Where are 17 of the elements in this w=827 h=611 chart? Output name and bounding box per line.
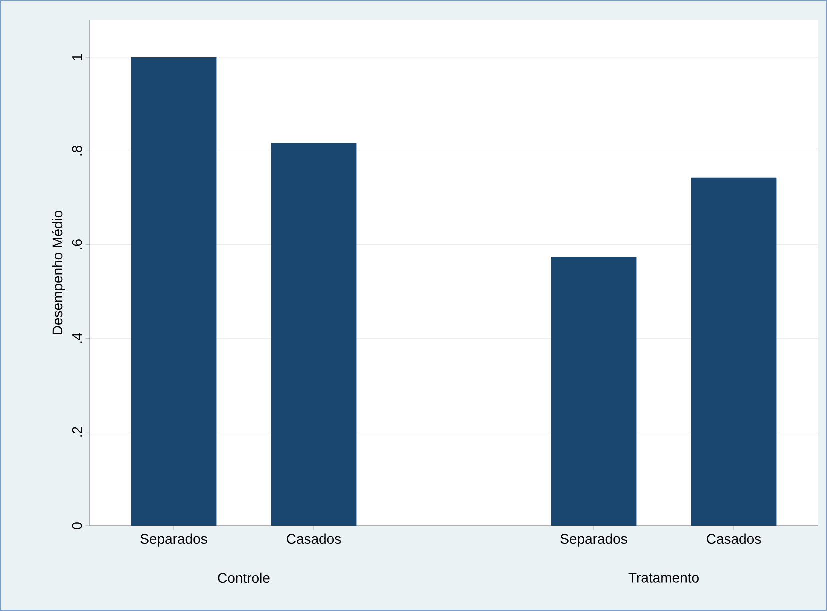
y-tick-label: .8 xyxy=(72,146,82,156)
y-tick-label: 0 xyxy=(72,522,82,530)
text: Tratamento xyxy=(628,573,699,583)
x-tick-label: Casados xyxy=(707,534,762,544)
x-tick-label: Casados xyxy=(287,534,342,544)
bar xyxy=(551,257,637,526)
bar xyxy=(131,57,217,526)
y-tick-label: .2 xyxy=(72,427,82,437)
text: Controle xyxy=(218,572,270,584)
y-axis-title: Desempenho Médio xyxy=(52,210,66,334)
x-tick-label: Separados xyxy=(560,534,628,547)
bar xyxy=(271,143,357,526)
x-tick-label: Separados xyxy=(140,534,208,547)
y-tick-label: .6 xyxy=(72,240,82,250)
y-tick-label: .4 xyxy=(72,333,82,344)
bar xyxy=(691,178,777,526)
y-tick-label: 1 xyxy=(72,54,82,60)
